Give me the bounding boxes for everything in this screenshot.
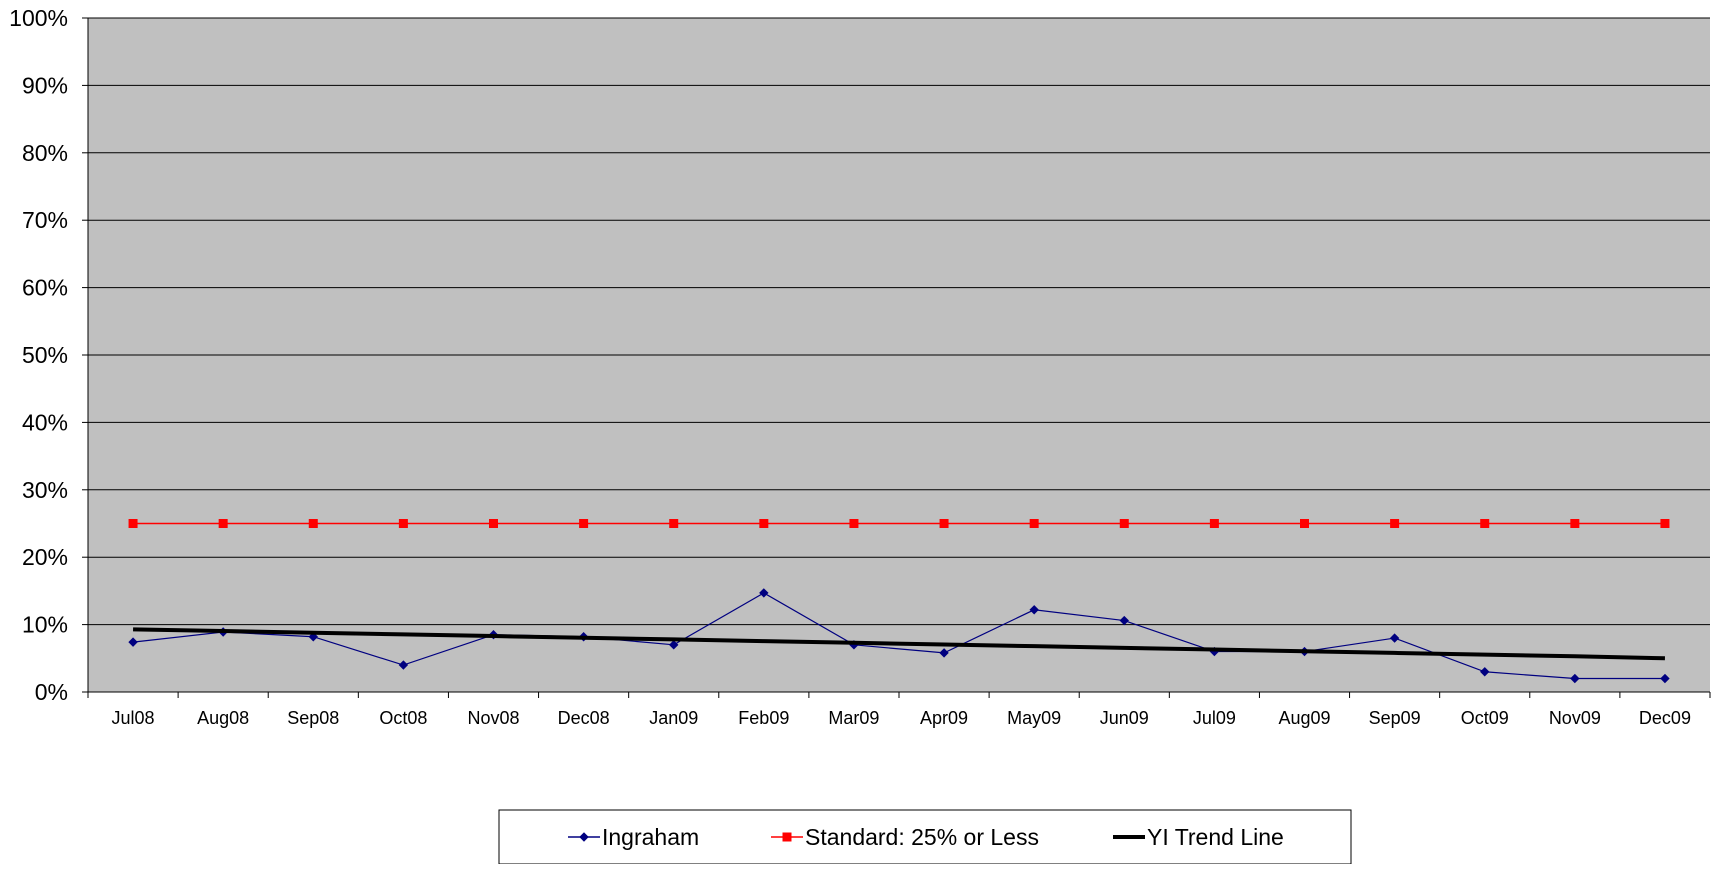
data-point (1390, 519, 1399, 528)
y-tick-label: 50% (22, 342, 68, 368)
data-point (309, 519, 318, 528)
x-tick-label: Nov08 (467, 708, 519, 728)
data-point (399, 519, 408, 528)
x-tick-label: Sep08 (287, 708, 339, 728)
y-tick-label: 60% (22, 275, 68, 301)
data-point (1480, 519, 1489, 528)
y-tick-label: 80% (22, 140, 68, 166)
legend-marker (783, 833, 792, 842)
data-point (1300, 519, 1309, 528)
data-point (1660, 519, 1669, 528)
x-tick-label: Nov09 (1549, 708, 1601, 728)
x-tick-label: Apr09 (920, 708, 968, 728)
legend-label: YI Trend Line (1147, 824, 1284, 850)
x-tick-label: Aug08 (197, 708, 249, 728)
data-point (759, 519, 768, 528)
x-tick-label: Jul08 (112, 708, 155, 728)
x-tick-label: Jun09 (1100, 708, 1149, 728)
x-tick-label: Mar09 (828, 708, 879, 728)
y-tick-label: 70% (22, 207, 68, 233)
data-point (1210, 519, 1219, 528)
data-point (940, 519, 949, 528)
y-tick-label: 100% (9, 5, 68, 31)
y-tick-label: 90% (22, 72, 68, 98)
legend: Ingraham Standard: 25% or Less YI Trend Li… (499, 810, 1351, 864)
data-point (1030, 519, 1039, 528)
y-tick-label: 20% (22, 544, 68, 570)
data-point (1120, 519, 1129, 528)
data-point (849, 519, 858, 528)
data-point (489, 519, 498, 528)
data-point (669, 519, 678, 528)
data-point (129, 519, 138, 528)
x-tick-label: Jan09 (649, 708, 698, 728)
x-tick-label: Dec08 (558, 708, 610, 728)
x-tick-label: Dec09 (1639, 708, 1691, 728)
x-tick-label: Oct09 (1461, 708, 1509, 728)
legend-label: Standard: 25% or Less (805, 824, 1039, 850)
data-point (579, 519, 588, 528)
y-tick-label: 30% (22, 477, 68, 503)
x-tick-label: Sep09 (1369, 708, 1421, 728)
data-point (219, 519, 228, 528)
legend-label: Ingraham (602, 824, 699, 850)
y-tick-label: 40% (22, 409, 68, 435)
data-point (1570, 519, 1579, 528)
legend-item: Standard: 25% or Less (771, 824, 1039, 850)
x-tick-label: Oct08 (379, 708, 427, 728)
x-tick-label: Aug09 (1278, 708, 1330, 728)
x-tick-label: May09 (1007, 708, 1061, 728)
y-tick-label: 0% (35, 679, 68, 705)
x-tick-label: Jul09 (1193, 708, 1236, 728)
y-tick-label: 10% (22, 612, 68, 638)
x-tick-label: Feb09 (738, 708, 789, 728)
